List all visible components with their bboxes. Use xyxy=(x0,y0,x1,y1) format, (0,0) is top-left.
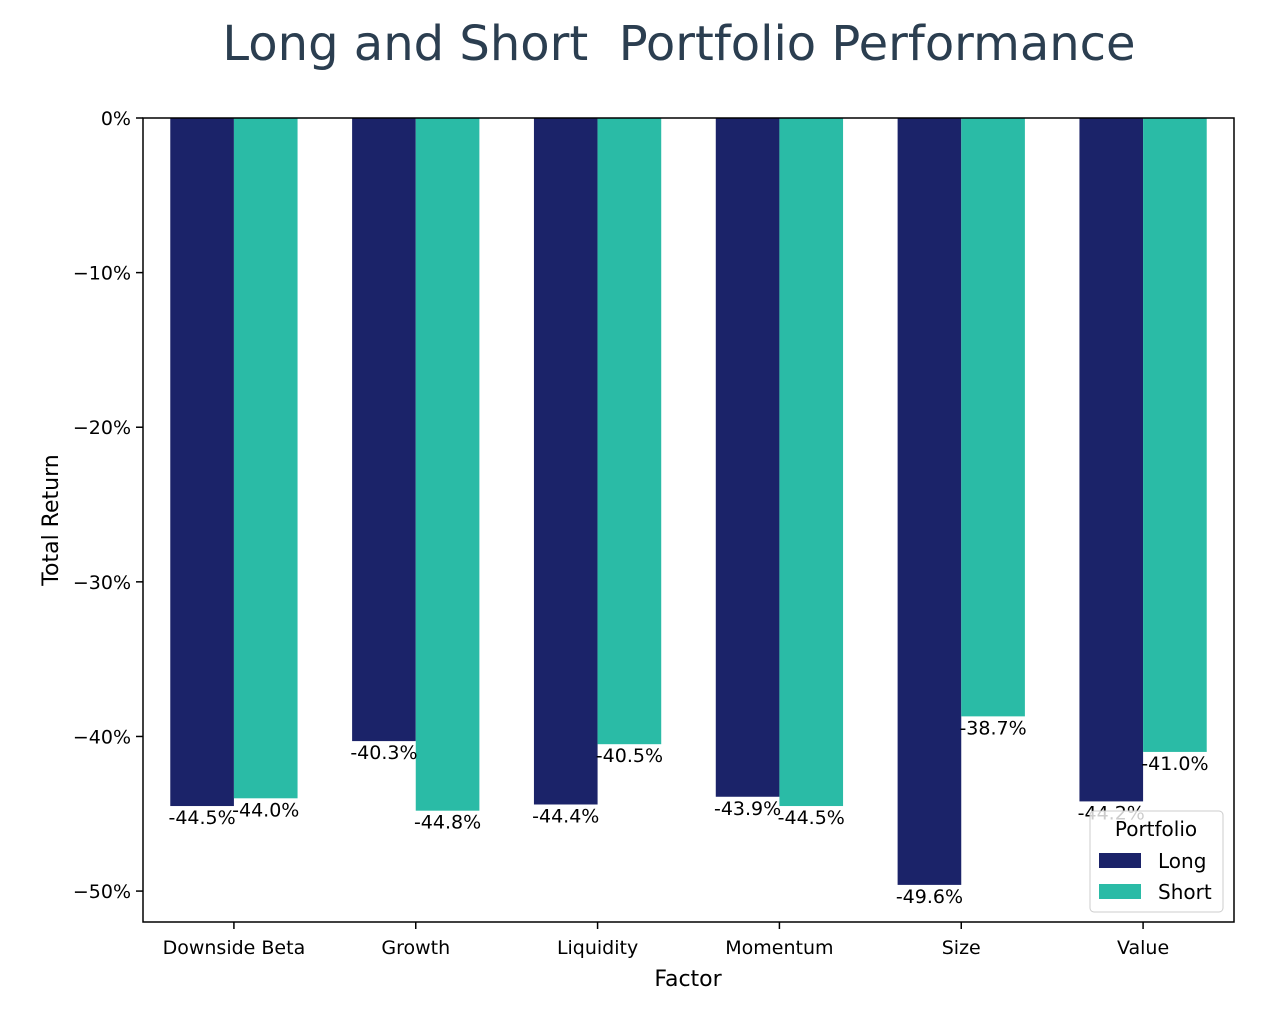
legend-label-long: Long xyxy=(1158,849,1206,873)
bar-long-growth xyxy=(352,118,416,742)
bar-long-liquidity xyxy=(533,118,598,805)
value-label-long-liquidity: -44.4% xyxy=(532,805,599,827)
y-axis-label: Total Return xyxy=(39,454,64,586)
value-labels-group: -44.5%-44.0%-40.3%-44.8% -44.4%-40.5%-43.… xyxy=(168,717,1208,908)
y-tick-label: −50% xyxy=(73,881,131,903)
bar-short-momentum xyxy=(779,118,844,807)
plot-frame xyxy=(142,117,1235,923)
value-label-short-growth: -44.8% xyxy=(414,812,481,834)
chart-title: Long and Short Portfolio Performance xyxy=(222,16,1135,72)
y-tick-label: 0% xyxy=(101,108,131,130)
value-label-short-size: -38.7% xyxy=(959,717,1026,739)
x-tick-label-downside-beta: Downside Beta xyxy=(163,937,306,959)
value-label-short-value: -41.0% xyxy=(1141,753,1208,775)
bars-group xyxy=(170,118,1207,885)
legend-swatch-long xyxy=(1099,853,1141,868)
bar-long-downside-beta xyxy=(170,118,234,807)
bar-short-size xyxy=(961,118,1025,717)
x-axis-label: Factor xyxy=(654,967,722,992)
legend: Portfolio Long Short xyxy=(1089,810,1224,913)
x-tick-label-liquidity: Liquidity xyxy=(557,937,638,959)
legend-title: Portfolio xyxy=(1115,817,1197,841)
x-tick-label-size: Size xyxy=(942,937,981,959)
bar-short-downside-beta xyxy=(233,118,298,799)
legend-swatch-short xyxy=(1099,884,1141,899)
value-label-short-downside-beta: -44.0% xyxy=(232,799,299,821)
bar-long-size xyxy=(897,118,962,885)
x-axis-ticks: Downside Beta Growth Liquidity Momentum Size… xyxy=(163,922,1169,959)
value-label-long-size: -49.6% xyxy=(896,886,963,908)
y-tick-label: −20% xyxy=(73,417,131,439)
value-label-long-downside-beta: -44.5% xyxy=(168,807,235,829)
y-tick-label: −10% xyxy=(73,263,131,285)
value-label-short-liquidity: -40.5% xyxy=(596,745,663,767)
x-tick-label-value: Value xyxy=(1117,937,1169,959)
x-tick-label-momentum: Momentum xyxy=(725,937,833,959)
y-axis-ticks: 0% −10% −20% −30% −40% −50% xyxy=(73,108,143,903)
y-tick-label: −40% xyxy=(73,726,131,748)
bar-long-value xyxy=(1079,118,1144,802)
bar-short-growth xyxy=(415,118,480,811)
value-label-long-momentum: -43.9% xyxy=(714,798,781,820)
bar-short-liquidity xyxy=(597,118,662,745)
bar-short-value xyxy=(1143,118,1207,752)
value-label-long-growth: -40.3% xyxy=(350,742,417,764)
x-tick-label-growth: Growth xyxy=(381,937,450,959)
y-tick-label: −30% xyxy=(73,572,131,594)
bar-long-momentum xyxy=(715,118,780,797)
value-label-short-momentum: -44.5% xyxy=(778,807,845,829)
legend-label-short: Short xyxy=(1158,880,1212,904)
